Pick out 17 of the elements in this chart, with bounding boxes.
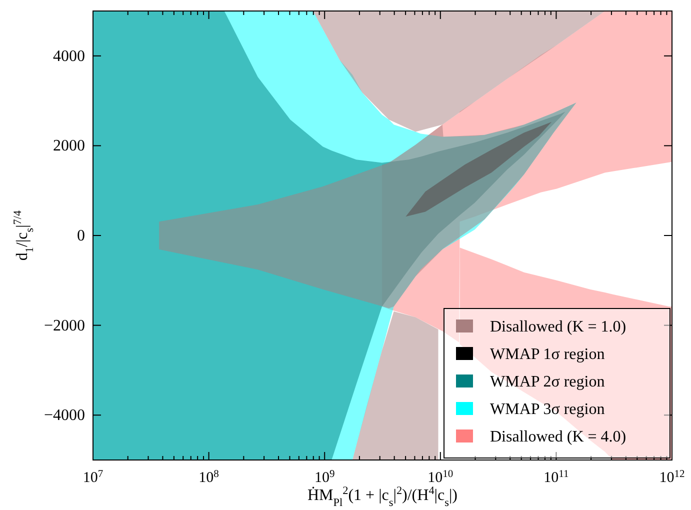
legend-label: WMAP 2σ region: [490, 374, 605, 390]
legend-label: Disallowed (K = 1.0): [490, 318, 626, 336]
legend-label: Disallowed (K = 4.0): [490, 428, 626, 446]
y-tick-label: −2000: [44, 317, 85, 334]
x-tick-label: 10$^{9}$: [314, 468, 335, 486]
y-tick-label: −4000: [44, 407, 85, 424]
y-tick-label: 2000: [53, 138, 85, 155]
legend-label: WMAP 1σ region: [490, 346, 605, 363]
text: ḢM$_{Pl}$$^{2}$(1 + |c$_{s}$|$^{2}$)/(H$^{4}$|c$_{s}$|): [308, 485, 458, 509]
x-tick-label: 10$^{12}$: [659, 468, 685, 486]
y-tick-label: 0: [77, 228, 85, 244]
y-tick-label: 4000: [53, 48, 85, 65]
x-tick-label: 10$^{7}$: [82, 468, 104, 486]
x-tick-label: 10$^{11}$: [544, 468, 569, 486]
x-tick-label: 10$^{10}$: [428, 468, 454, 486]
x-tick-label: 10$^{8}$: [198, 468, 219, 486]
legend-label: WMAP 3σ region: [490, 401, 605, 418]
